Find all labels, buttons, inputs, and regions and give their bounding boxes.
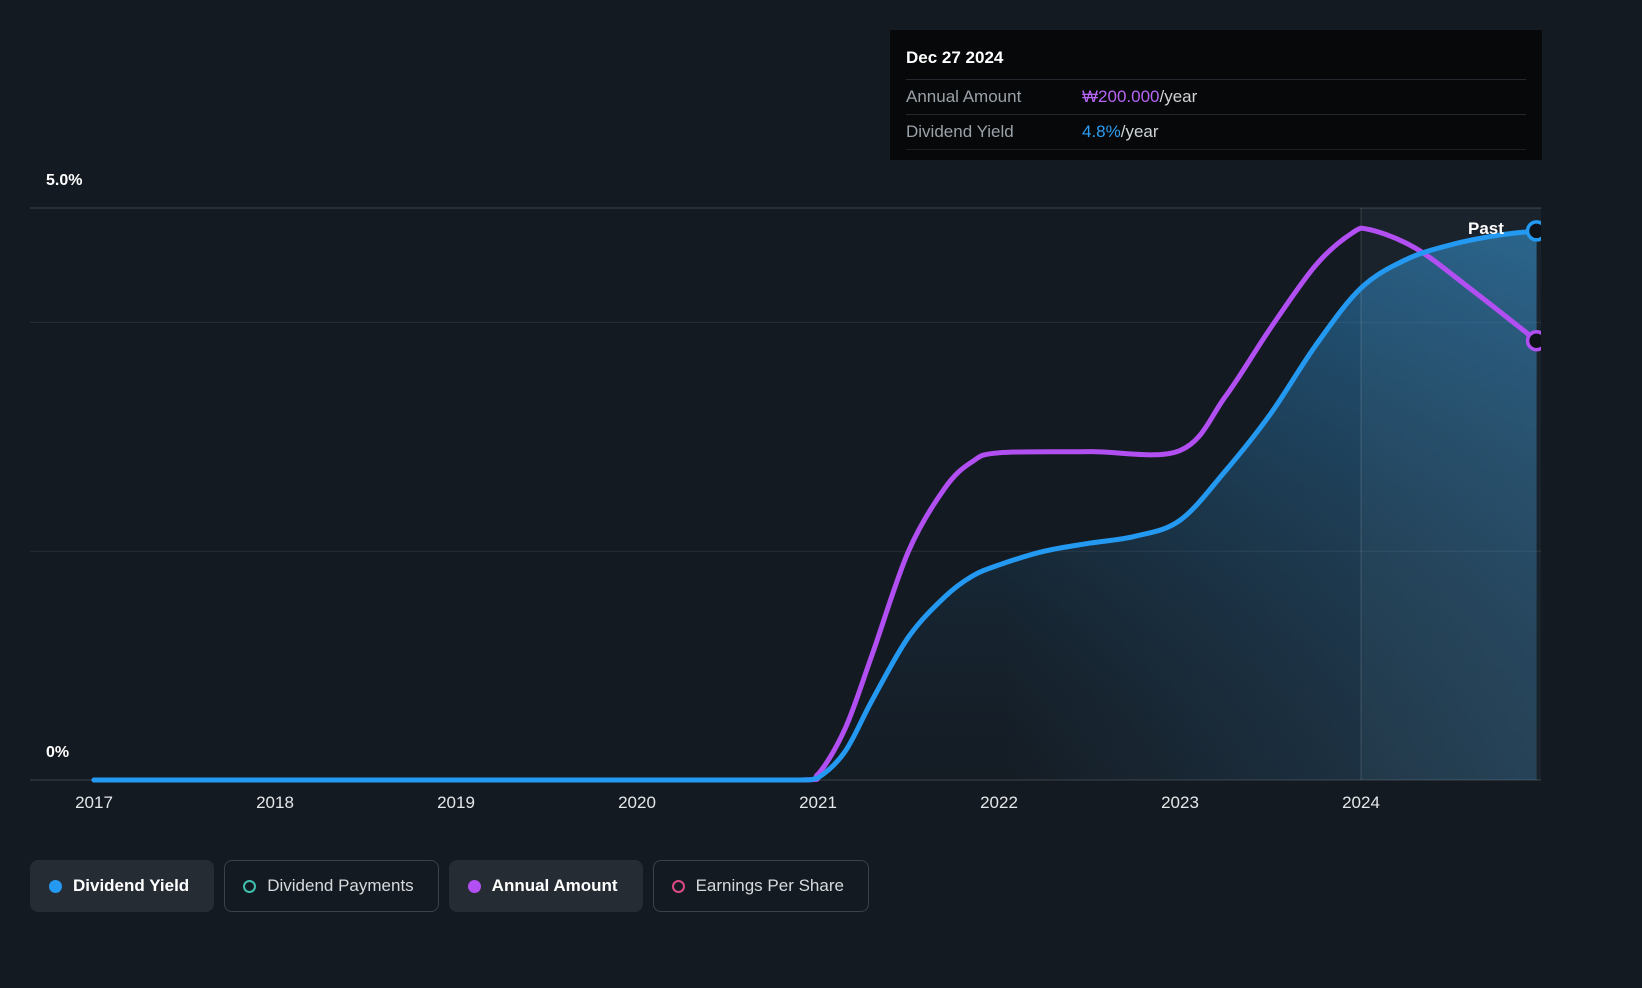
x-axis-label-2022: 2022 xyxy=(980,793,1018,812)
dividend-payments-marker-icon xyxy=(243,879,257,893)
tooltip-value-amount: ₩200.000 xyxy=(1082,87,1160,106)
tooltip-value: ₩200.000/year xyxy=(1082,87,1197,107)
legend-label: Dividend Payments xyxy=(267,876,414,895)
legend-button-earnings-per-share[interactable]: Earnings Per Share xyxy=(652,860,869,912)
legend-button-dividend-yield[interactable]: Dividend Yield xyxy=(30,860,215,912)
earnings-per-share-marker-icon xyxy=(671,879,685,893)
x-axis-label-2023: 2023 xyxy=(1161,793,1199,812)
y-axis-label-min: 0% xyxy=(46,744,70,761)
future-region xyxy=(1361,208,1541,780)
legend-button-annual-amount[interactable]: Annual Amount xyxy=(448,860,643,912)
legend-label: Annual Amount xyxy=(491,876,618,895)
tooltip-date: Dec 27 2024 xyxy=(906,40,1526,80)
x-axis-label-2018: 2018 xyxy=(256,793,294,812)
tooltip-label: Annual Amount xyxy=(906,87,1022,106)
tooltip-label: Dividend Yield xyxy=(906,122,1014,141)
tooltip-value-amount: 4.8% xyxy=(1082,122,1121,141)
series-end-marker xyxy=(1525,329,1541,352)
x-axis-label-2021: 2021 xyxy=(799,793,837,812)
chart-tooltip: Dec 27 2024 Annual Amount ₩200.000/year … xyxy=(890,30,1542,160)
y-axis-label-max: 5.0% xyxy=(46,172,83,189)
plot-group xyxy=(30,207,1541,783)
past-future-label: Past xyxy=(1468,219,1504,238)
x-axis-label-2017: 2017 xyxy=(75,793,113,812)
tooltip-value-suffix: /year xyxy=(1159,87,1198,106)
annual-amount-marker-icon xyxy=(467,879,481,893)
series-end-marker xyxy=(1525,220,1541,242)
tooltip-row-dividend-yield: Dividend Yield 4.8%/year xyxy=(906,115,1526,150)
x-axis-label-2019: 2019 xyxy=(437,793,475,812)
x-axis: 2017 2018 2019 2020 2021 2022 2023 2024 xyxy=(0,793,1642,819)
legend-button-dividend-payments[interactable]: Dividend Payments xyxy=(224,860,439,912)
dividend-yield-marker-icon xyxy=(49,879,62,893)
x-axis-label-2020: 2020 xyxy=(618,793,656,812)
tooltip-value-suffix: /year xyxy=(1120,122,1159,141)
chart-legend: Dividend Yield Dividend Payments Annual … xyxy=(30,860,869,912)
dividend-yield-line xyxy=(91,228,1540,783)
legend-label: Earnings Per Share xyxy=(695,876,844,895)
tooltip-value: 4.8%/year xyxy=(1082,122,1159,142)
legend-label: Dividend Yield xyxy=(73,876,190,895)
x-axis-label-2024: 2024 xyxy=(1342,793,1380,812)
tooltip-row-annual-amount: Annual Amount ₩200.000/year xyxy=(906,80,1526,115)
